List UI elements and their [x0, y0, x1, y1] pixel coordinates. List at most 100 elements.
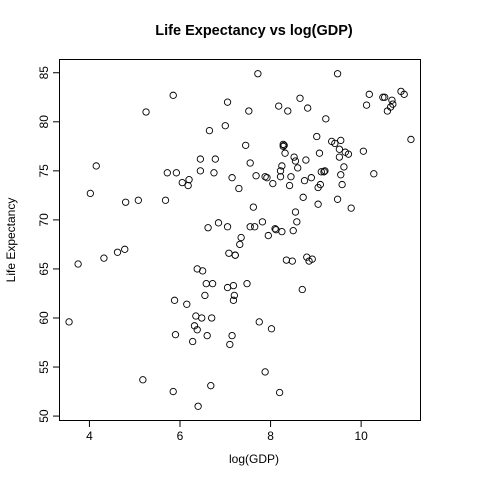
data-point — [291, 157, 300, 165]
data-point — [287, 173, 295, 181]
data-point — [169, 387, 177, 396]
y-tick-label: 80 — [37, 115, 51, 129]
data-point — [231, 251, 239, 259]
data-point — [263, 174, 271, 182]
data-point — [254, 70, 262, 78]
data-point — [204, 224, 212, 232]
data-point — [281, 149, 289, 157]
data-point — [279, 142, 287, 150]
data-point — [381, 93, 389, 101]
data-point — [245, 107, 253, 115]
data-point — [249, 203, 258, 211]
data-point — [214, 219, 223, 227]
data-point — [307, 174, 315, 182]
data-point — [276, 167, 285, 175]
data-point — [308, 255, 316, 263]
data-point — [178, 178, 186, 187]
data-point — [246, 223, 254, 231]
data-point — [230, 291, 238, 300]
data-point — [223, 283, 232, 292]
data-point — [237, 233, 245, 242]
data-point — [276, 173, 285, 181]
data-point — [314, 200, 322, 208]
data-point — [202, 280, 210, 288]
data-point — [225, 249, 233, 257]
data-point — [65, 318, 73, 326]
plot-frame — [59, 59, 421, 421]
x-tick-label: 6 — [177, 429, 184, 443]
data-point — [192, 312, 200, 320]
data-point — [211, 155, 219, 163]
data-point — [242, 141, 250, 149]
data-point — [189, 337, 197, 346]
data-point — [293, 218, 301, 226]
data-point — [134, 196, 142, 204]
data-point — [290, 153, 298, 161]
data-point — [299, 193, 307, 201]
data-point — [229, 281, 238, 290]
data-point — [201, 291, 209, 300]
data-point — [282, 256, 291, 264]
y-tick-label: 60 — [37, 311, 51, 325]
data-point — [267, 325, 276, 333]
data-point — [340, 163, 348, 171]
data-point — [193, 326, 201, 334]
data-point — [279, 140, 287, 149]
data-point — [223, 98, 232, 106]
data-point — [139, 376, 147, 384]
x-tick-label: 4 — [86, 429, 93, 443]
data-point — [337, 171, 345, 179]
data-point — [163, 169, 171, 177]
data-point — [304, 104, 312, 112]
data-point — [86, 189, 94, 198]
data-point — [203, 331, 211, 340]
data-point — [320, 168, 328, 176]
data-point — [300, 177, 309, 185]
data-point — [379, 93, 387, 101]
data-point — [264, 231, 272, 240]
data-point — [315, 149, 324, 157]
x-axis: 4 6 8 10 — [86, 420, 368, 443]
data-point — [289, 227, 297, 235]
data-point — [313, 132, 321, 141]
data-point — [335, 153, 344, 161]
data-point — [169, 91, 177, 99]
data-point — [296, 94, 304, 102]
data-point — [337, 136, 345, 145]
data-point — [322, 115, 330, 123]
data-point — [288, 257, 296, 265]
data-point — [243, 280, 251, 288]
data-point — [275, 388, 284, 397]
data-point — [223, 223, 232, 231]
data-point — [210, 169, 218, 177]
data-point — [183, 300, 191, 308]
data-point — [261, 173, 269, 181]
y-tick-label: 70 — [37, 213, 51, 227]
data-point — [207, 382, 215, 390]
data-point — [184, 181, 192, 190]
data-point — [389, 100, 397, 108]
data-point — [285, 181, 294, 190]
data-point — [196, 155, 205, 163]
data-point — [333, 195, 342, 203]
data-point — [228, 331, 236, 340]
data-point — [365, 90, 373, 98]
data-point — [236, 240, 244, 249]
data-point — [196, 167, 205, 175]
y-tick-label: 50 — [37, 409, 51, 423]
data-point — [400, 90, 408, 98]
data-point — [275, 102, 283, 110]
data-point — [291, 208, 300, 216]
y-axis: 50 55 60 65 70 75 80 85 — [37, 66, 60, 423]
data-point — [194, 402, 202, 410]
data-point — [316, 180, 325, 189]
data-point — [302, 156, 310, 164]
data-point — [121, 245, 129, 253]
data-point — [321, 167, 329, 175]
data-point — [205, 126, 214, 135]
x-tick-label: 8 — [267, 429, 274, 443]
data-point — [370, 170, 378, 178]
data-point — [226, 340, 234, 349]
data-point — [161, 196, 170, 204]
data-point — [278, 228, 286, 236]
